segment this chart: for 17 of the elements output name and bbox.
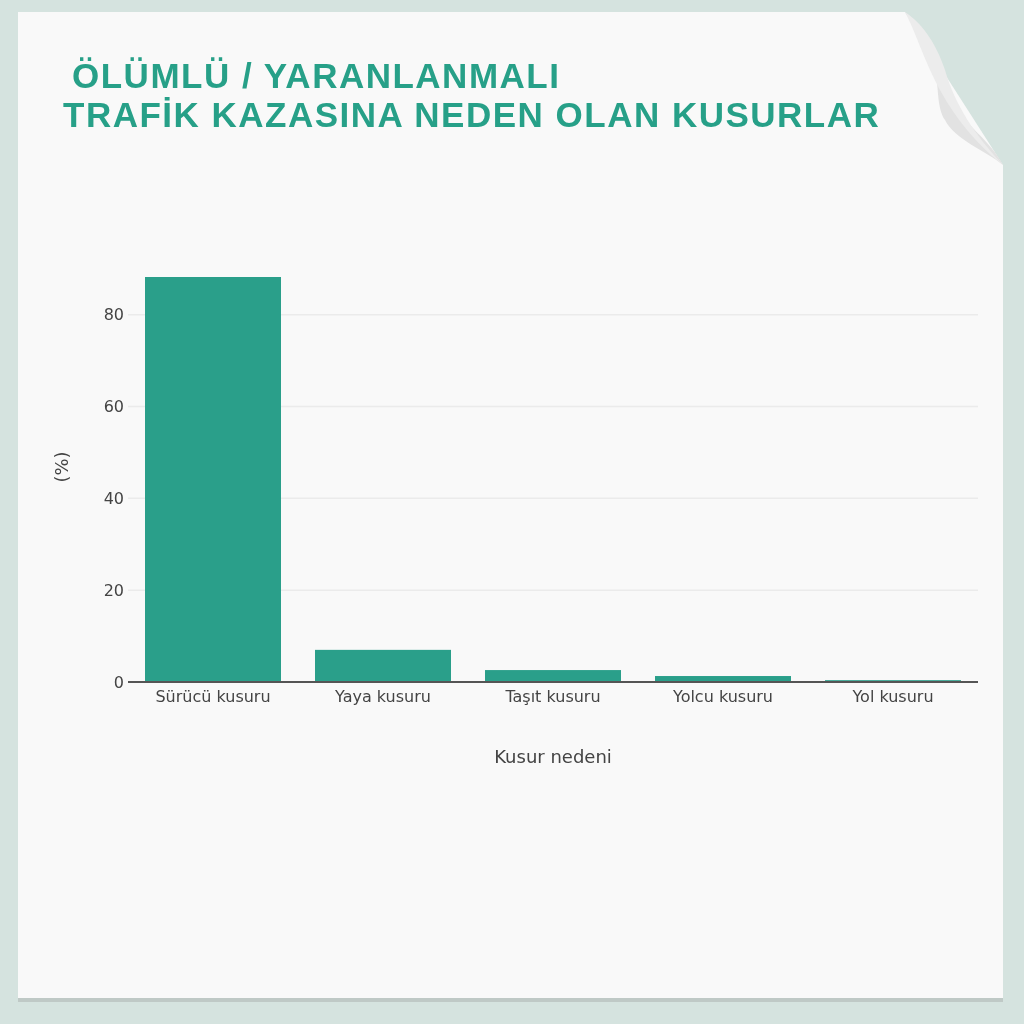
y-tick-label: 60 (103, 396, 124, 416)
x-axis-title: Kusur nedeni (494, 746, 612, 767)
y-tick-label: 0 (113, 672, 124, 692)
bar (315, 649, 451, 681)
x-tick-label: Yolcu kusuru (671, 687, 774, 706)
bar (145, 277, 281, 681)
y-tick-label: 40 (103, 488, 124, 508)
x-tick-label: Yol kusuru (851, 687, 934, 706)
x-tick-label: Sürücü kusuru (155, 687, 271, 706)
chart-title: ÖLÜMLÜ / YARANLANMALI TRAFİK KAZASINA NEDEN OLAN KUSURLAR (63, 56, 881, 134)
y-tick-label: 20 (103, 580, 124, 600)
bar (485, 670, 621, 681)
bar (655, 676, 791, 681)
y-tick-label: 80 (103, 305, 124, 325)
y-axis-title: (%) (51, 451, 72, 483)
x-tick-label: Yaya kusuru (334, 687, 431, 706)
x-tick-label: Taşıt kusuru (504, 687, 601, 706)
